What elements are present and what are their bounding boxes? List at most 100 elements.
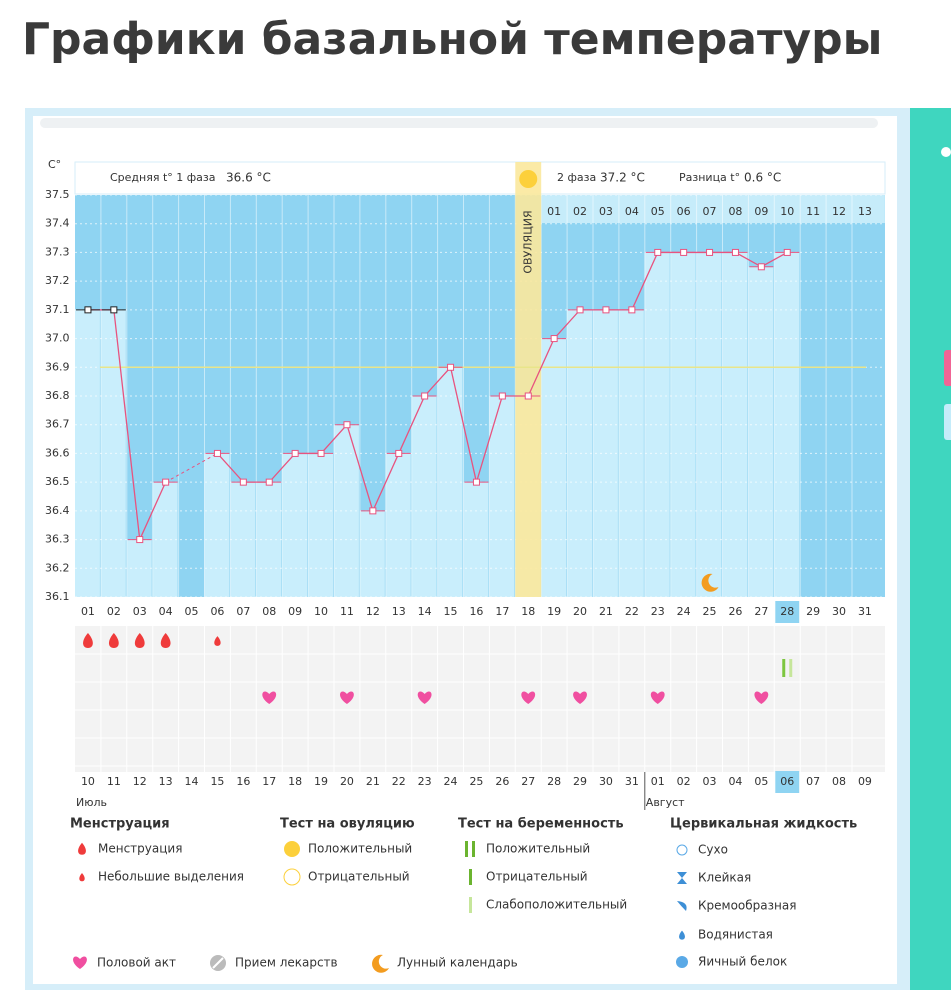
heart-icon [521,691,536,704]
marker [602,306,610,314]
x-tick-label: 23 [651,605,665,618]
temperature-bar [541,338,567,597]
gap-line [165,452,218,483]
marker [265,478,273,486]
x-tick-label: 10 [314,605,328,618]
x-tick-label: 04 [159,605,173,618]
month-label: Июль [76,796,107,809]
marker [213,449,221,457]
drop-icon [79,873,85,882]
y-unit: C° [48,158,61,171]
marker [447,363,455,371]
ovulation-negative [283,868,301,886]
marker [498,392,506,400]
drop-icon [78,842,86,855]
marker [395,449,403,457]
x-tick-label: 27 [754,605,768,618]
temperature-line [87,309,167,542]
moon-icon [372,954,389,973]
temperature-bar [489,396,515,597]
legend-item: Лунный календарь [397,956,518,970]
fluid-icon [676,844,688,856]
marker [550,335,558,343]
test-icon [465,841,468,857]
x-tick-label: 20 [573,605,587,618]
date-label: 20 [340,775,354,788]
phase2-day: 11 [806,205,820,218]
marker [731,248,739,256]
date-label: 23 [418,775,432,788]
marker [706,248,714,256]
temperature-bar [359,510,385,597]
heart-icon [340,691,354,704]
x-tick-label: 14 [418,605,432,618]
marker [654,248,662,256]
side-button [944,350,951,386]
scrollbar [40,118,878,128]
date-label: 12 [133,775,147,788]
date-label: 02 [677,775,691,788]
temperature-bar [748,266,774,597]
y-tick-label: 36.5 [45,475,70,488]
marker [110,306,118,314]
marker [343,421,351,429]
date-label: 05 [754,775,768,788]
x-tick-label: 28 [780,605,794,618]
legend-item: Положительный [308,842,412,856]
ovulation-column [515,162,542,597]
date-label: 30 [599,775,613,788]
phase2-day: 13 [858,205,872,218]
date-label: 17 [262,775,276,788]
x-tick-label: 22 [625,605,639,618]
heart-icon [73,956,87,969]
y-tick-label: 36.7 [45,418,70,431]
phase1-value: 36.6 °C [226,171,271,185]
y-tick-label: 37.1 [45,303,70,316]
legend-title: Цервикальная жидкость [670,817,857,832]
phase2-row [541,195,885,223]
date-label: 26 [495,775,509,788]
x-tick-label: 03 [133,605,147,618]
y-tick-label: 36.1 [45,590,70,603]
y-tick-label: 36.3 [45,533,70,546]
test-icon [472,841,475,857]
drop-icon [160,633,171,648]
date-label: 01 [651,775,665,788]
moon-icon [701,573,719,592]
phase1-label: Средняя t° 1 фаза [110,171,216,184]
x-tick-label: 02 [107,605,121,618]
legend-item: Водянистая [698,928,773,942]
x-tick-label: 16 [469,605,483,618]
date-label: 28 [547,775,561,788]
legend-title: Менструация [70,817,170,832]
drop-icon [108,633,119,648]
marker [628,306,636,314]
current-date-box [775,771,800,793]
date-label: 14 [185,775,199,788]
marker [524,392,532,400]
x-tick-label: 17 [495,605,509,618]
heart-icon [650,691,665,704]
test-icon [469,897,472,913]
x-tick-label: 11 [340,605,354,618]
fluid-icon [676,956,688,968]
x-tick-label: 09 [288,605,302,618]
fluid-icon [677,901,687,911]
date-label: 22 [392,775,406,788]
marker [680,248,688,256]
legend-item: Сухо [698,843,728,857]
marker [162,478,170,486]
temperature-bar [100,309,126,597]
date-label: 21 [366,775,380,788]
test-icon [782,659,786,677]
event-grid [75,626,885,772]
y-tick-label: 36.2 [45,561,70,574]
date-label: 13 [159,775,173,788]
phase2-day: 10 [780,205,794,218]
legend-item: Половой акт [97,956,176,970]
temperature-bar [411,396,437,597]
y-tick-label: 36.6 [45,446,70,459]
x-tick-label: 06 [210,605,224,618]
header-strip [74,161,886,195]
date-label: 03 [703,775,717,788]
